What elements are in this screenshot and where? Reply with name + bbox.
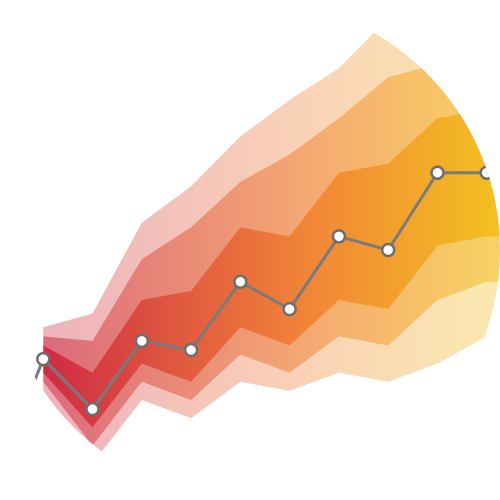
data-points	[36, 165, 494, 417]
data-point	[380, 242, 396, 258]
fan-band-inner	[43, 109, 500, 428]
data-point	[430, 165, 445, 180]
data-point	[183, 342, 199, 358]
data-point	[331, 229, 347, 244]
fan-bands	[43, 18, 500, 464]
data-point	[233, 274, 248, 290]
data-point	[282, 301, 297, 317]
data-point	[36, 351, 51, 367]
data-point	[134, 333, 150, 349]
data-point	[85, 401, 100, 417]
data-point	[479, 165, 494, 180]
